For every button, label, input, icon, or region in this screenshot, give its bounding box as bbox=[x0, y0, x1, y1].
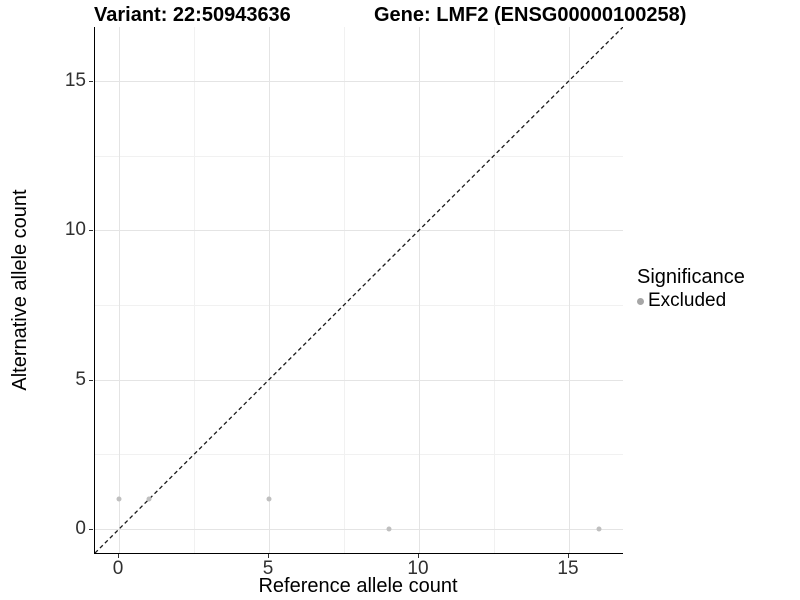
y-minor-gridline bbox=[95, 155, 623, 157]
x-major-gridline bbox=[119, 27, 120, 553]
legend-title: Significance bbox=[637, 266, 745, 288]
y-major-gridline bbox=[95, 80, 623, 82]
x-tick-mark bbox=[568, 554, 569, 558]
y-tick-mark bbox=[89, 379, 93, 381]
y-minor-gridline bbox=[95, 454, 623, 456]
x-tick-mark bbox=[268, 554, 269, 558]
x-major-gridline bbox=[269, 27, 270, 553]
y-minor-gridline bbox=[95, 304, 623, 306]
x-tick-label: 15 bbox=[557, 558, 579, 579]
y-tick-mark bbox=[89, 230, 93, 232]
x-tick-mark bbox=[118, 554, 119, 558]
x-minor-gridline bbox=[344, 27, 345, 553]
y-major-gridline bbox=[95, 529, 623, 531]
y-tick-mark bbox=[89, 80, 93, 82]
y-tick-label: 5 bbox=[75, 368, 86, 390]
data-point bbox=[596, 526, 602, 532]
identity-dashed-line bbox=[95, 27, 623, 553]
x-tick-label: 5 bbox=[262, 558, 274, 579]
y-major-gridline bbox=[95, 379, 623, 381]
legend-item-label: Excluded bbox=[648, 290, 727, 311]
y-tick-label: 0 bbox=[75, 518, 86, 540]
y-tick-label: 10 bbox=[64, 219, 86, 241]
x-tick-mark bbox=[418, 554, 419, 558]
x-minor-gridline bbox=[494, 27, 495, 553]
data-point bbox=[116, 496, 122, 502]
data-point bbox=[146, 496, 152, 502]
variant-title: Variant: 22:50943636 bbox=[94, 4, 291, 26]
x-tick-label: 10 bbox=[407, 558, 429, 579]
legend: Significance Excluded bbox=[637, 266, 745, 312]
y-major-gridline bbox=[95, 230, 623, 232]
y-tick-label: 15 bbox=[64, 69, 86, 91]
x-major-gridline bbox=[419, 27, 420, 553]
y-tick-mark bbox=[89, 529, 93, 531]
data-point bbox=[266, 496, 272, 502]
x-minor-gridline bbox=[194, 27, 195, 553]
x-major-gridline bbox=[569, 27, 570, 553]
x-axis-title: Reference allele count bbox=[258, 575, 458, 597]
gene-title: Gene: LMF2 (ENSG00000100258) bbox=[374, 4, 687, 26]
y-axis-title: Alternative allele count bbox=[9, 189, 31, 391]
x-tick-label: 0 bbox=[112, 558, 124, 579]
data-point bbox=[386, 526, 392, 532]
legend-item-excluded: Excluded bbox=[637, 290, 745, 312]
excluded-point-icon bbox=[637, 297, 644, 305]
plot-panel bbox=[94, 27, 623, 554]
